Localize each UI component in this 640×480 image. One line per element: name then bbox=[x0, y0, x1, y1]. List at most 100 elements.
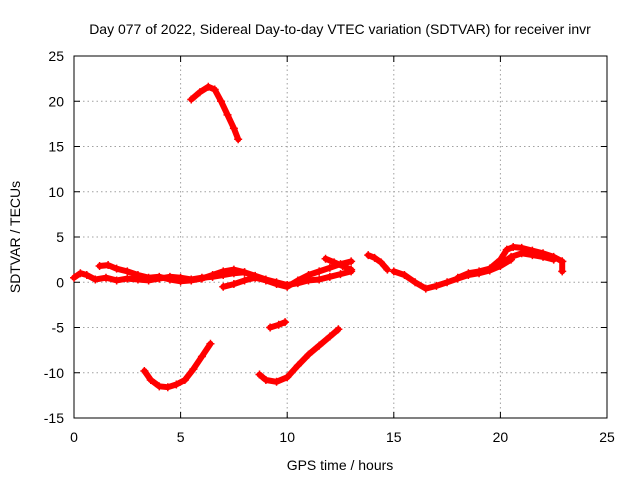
data-point-marker bbox=[251, 273, 260, 282]
data-point-marker bbox=[266, 323, 275, 332]
data-point-marker bbox=[101, 273, 110, 282]
data-point-marker bbox=[453, 273, 462, 282]
x-tick-label: 0 bbox=[70, 429, 78, 445]
series-track-14h bbox=[364, 251, 392, 274]
data-point-marker bbox=[464, 269, 473, 278]
data-point-marker bbox=[330, 258, 339, 267]
data-point-marker bbox=[293, 361, 302, 370]
data-point-marker bbox=[377, 258, 386, 267]
data-point-marker bbox=[272, 377, 281, 386]
data-point-marker bbox=[370, 253, 379, 262]
data-point-marker bbox=[112, 276, 121, 285]
y-tick-label: 10 bbox=[48, 184, 64, 200]
data-point-marker bbox=[123, 267, 132, 276]
data-point-marker bbox=[240, 276, 249, 285]
data-point-marker bbox=[539, 252, 548, 261]
data-point-marker bbox=[272, 280, 281, 289]
data-series bbox=[70, 82, 567, 392]
data-point-marker bbox=[240, 268, 249, 277]
data-point-marker bbox=[155, 382, 164, 391]
data-point-marker bbox=[146, 375, 155, 384]
data-point-marker bbox=[165, 275, 174, 284]
series-track-rise-noon bbox=[219, 257, 356, 291]
data-point-marker bbox=[507, 252, 516, 261]
data-point-marker bbox=[315, 341, 324, 350]
x-tick-label: 5 bbox=[177, 429, 185, 445]
data-point-marker bbox=[197, 274, 206, 283]
data-point-marker bbox=[229, 124, 238, 133]
data-point-marker bbox=[336, 270, 345, 279]
data-point-marker bbox=[176, 277, 185, 286]
data-point-marker bbox=[528, 251, 537, 260]
data-point-marker bbox=[443, 278, 452, 287]
data-point-marker bbox=[347, 257, 356, 266]
data-point-marker bbox=[219, 267, 228, 276]
data-point-marker bbox=[558, 267, 567, 276]
data-point-marker bbox=[76, 269, 85, 278]
series-track-morning-high bbox=[187, 82, 243, 144]
series-track-noon-high bbox=[321, 254, 356, 274]
data-point-marker bbox=[517, 249, 526, 258]
data-point-marker bbox=[144, 273, 153, 282]
data-point-marker bbox=[274, 320, 283, 329]
y-tick-label: 5 bbox=[56, 229, 64, 245]
data-point-marker bbox=[485, 264, 494, 273]
data-point-marker bbox=[229, 280, 238, 289]
data-point-marker bbox=[187, 276, 196, 285]
y-tick-label: 25 bbox=[48, 48, 64, 64]
data-point-marker bbox=[163, 383, 172, 392]
data-point-marker bbox=[95, 261, 104, 270]
data-point-marker bbox=[432, 281, 441, 290]
data-point-marker bbox=[255, 370, 264, 379]
data-point-marker bbox=[347, 265, 356, 274]
data-point-marker bbox=[315, 267, 324, 276]
data-point-marker bbox=[112, 264, 121, 273]
data-point-marker bbox=[334, 325, 343, 334]
data-point-marker bbox=[155, 272, 164, 281]
y-tick-label: -15 bbox=[44, 410, 64, 426]
y-axis-label: SDTVAR / TECUs bbox=[7, 181, 23, 293]
series-track-9h-segment bbox=[266, 318, 290, 332]
data-point-marker bbox=[210, 85, 219, 94]
series-track-morning-low bbox=[140, 339, 215, 392]
axis-labels: Day 077 of 2022, Sidereal Day-to-day VTE… bbox=[7, 21, 591, 473]
data-point-marker bbox=[204, 82, 213, 91]
data-point-marker bbox=[206, 339, 215, 348]
x-tick-label: 15 bbox=[386, 429, 402, 445]
y-tick-label: 15 bbox=[48, 139, 64, 155]
data-point-marker bbox=[281, 318, 290, 327]
series-track-end-spike bbox=[558, 257, 567, 276]
data-point-marker bbox=[229, 265, 238, 274]
data-point-marker bbox=[172, 380, 181, 389]
data-point-marker bbox=[383, 265, 392, 274]
data-point-marker bbox=[261, 375, 270, 384]
data-point-marker bbox=[140, 366, 149, 375]
series-track-evening-low bbox=[485, 249, 558, 273]
data-point-marker bbox=[123, 274, 132, 283]
data-point-marker bbox=[195, 88, 204, 97]
data-point-marker bbox=[475, 267, 484, 276]
chart-title: Day 077 of 2022, Sidereal Day-to-day VTE… bbox=[89, 21, 591, 37]
axes: 0 5 10 15 20 25 -15 -10 -5 0 5 10 15 20 25 bbox=[44, 48, 615, 445]
data-point-marker bbox=[91, 275, 100, 284]
data-point-marker bbox=[304, 271, 313, 280]
x-axis-label: GPS time / hours bbox=[287, 457, 394, 473]
data-point-marker bbox=[187, 95, 196, 104]
data-point-marker bbox=[325, 332, 334, 341]
data-point-marker bbox=[411, 278, 420, 287]
data-point-marker bbox=[421, 284, 430, 293]
data-point-marker bbox=[82, 271, 91, 280]
data-point-marker bbox=[261, 276, 270, 285]
data-point-marker bbox=[234, 135, 243, 144]
series-track-midday-low bbox=[255, 325, 343, 386]
data-point-marker bbox=[389, 267, 398, 276]
data-point-marker bbox=[197, 352, 206, 361]
data-point-marker bbox=[502, 245, 511, 254]
data-point-marker bbox=[321, 254, 330, 263]
data-point-marker bbox=[509, 242, 518, 251]
data-point-marker bbox=[217, 97, 226, 106]
series-line bbox=[365, 252, 391, 273]
x-tick-label: 20 bbox=[493, 429, 509, 445]
